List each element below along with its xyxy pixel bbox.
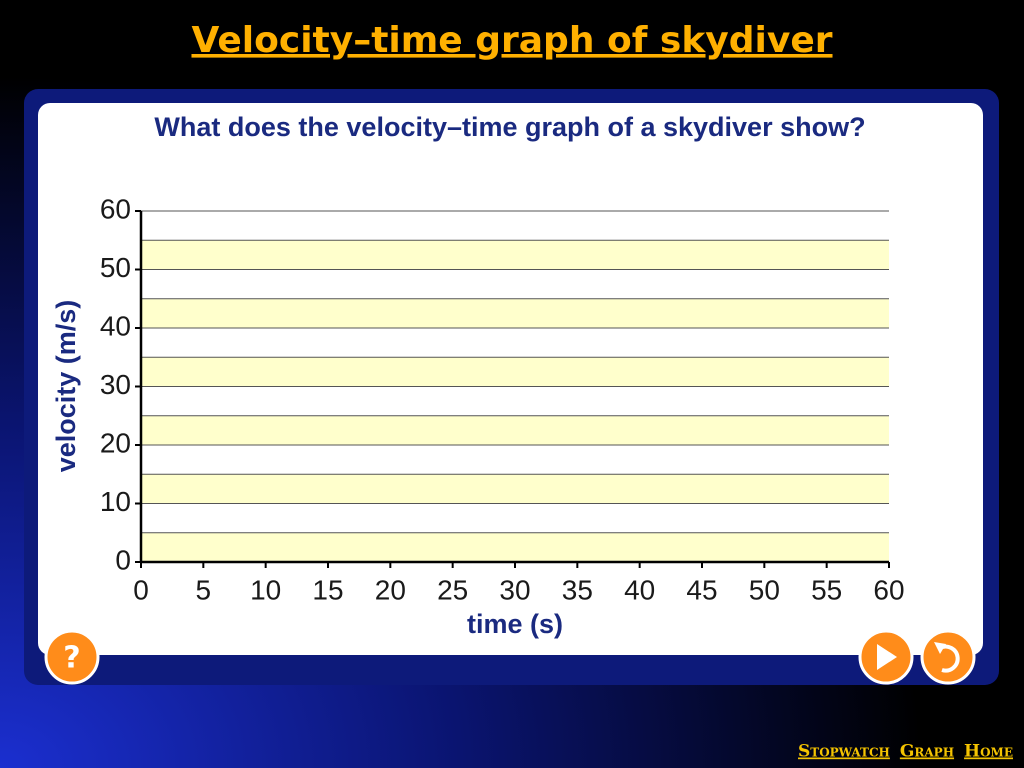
grid-band — [141, 532, 889, 562]
x-tick-label: 30 — [499, 574, 530, 605]
grid-band — [141, 357, 889, 387]
y-tick-label: 30 — [100, 369, 131, 400]
replay-icon — [939, 644, 960, 673]
x-tick-label: 25 — [437, 574, 468, 605]
x-tick-label: 60 — [873, 574, 904, 605]
y-tick-label: 40 — [100, 310, 131, 341]
replay-arrow — [934, 642, 946, 654]
grid-band — [141, 474, 889, 504]
x-tick-label: 40 — [624, 574, 655, 605]
x-tick-label: 20 — [375, 574, 406, 605]
play-icon — [877, 644, 897, 670]
y-tick-label: 20 — [100, 427, 131, 458]
plot: 0 10 20 30 40 50 60 0 5 10 15 20 25 30 35 40 45 50 55 60 — [100, 193, 905, 605]
x-tick-label: 5 — [196, 574, 212, 605]
x-tick-label: 15 — [312, 574, 343, 605]
slide-title: Velocity–time graph of skydiver — [191, 20, 832, 61]
x-tick-label: 50 — [749, 574, 780, 605]
help-label[interactable]: ? — [63, 641, 80, 676]
replay-button[interactable] — [920, 629, 976, 685]
x-tick-label: 0 — [133, 574, 149, 605]
nav-link[interactable]: Graph — [900, 742, 954, 762]
grid-band — [141, 240, 889, 270]
x-tick-label: 35 — [562, 574, 593, 605]
x-tick-label: 55 — [811, 574, 842, 605]
x-tick-label: 10 — [250, 574, 281, 605]
grid-band — [141, 298, 889, 328]
y-tick-label: 0 — [115, 544, 131, 575]
grid-band — [141, 415, 889, 445]
nav-link[interactable]: Home — [964, 742, 1013, 762]
question: What does the velocity–time graph of a s… — [154, 112, 865, 142]
y-axis-label: velocity (m/s) — [51, 300, 81, 473]
x-axis-label: time (s) — [467, 609, 563, 639]
y-tick-label: 60 — [100, 193, 131, 224]
nav: Home Graph Stopwatch — [798, 742, 1013, 762]
x-tick-label: 45 — [686, 574, 717, 605]
nav-link[interactable]: Stopwatch — [798, 742, 890, 762]
help-button[interactable] — [44, 629, 100, 685]
y-tick-label: 10 — [100, 486, 131, 517]
y-tick-label: 50 — [100, 252, 131, 283]
